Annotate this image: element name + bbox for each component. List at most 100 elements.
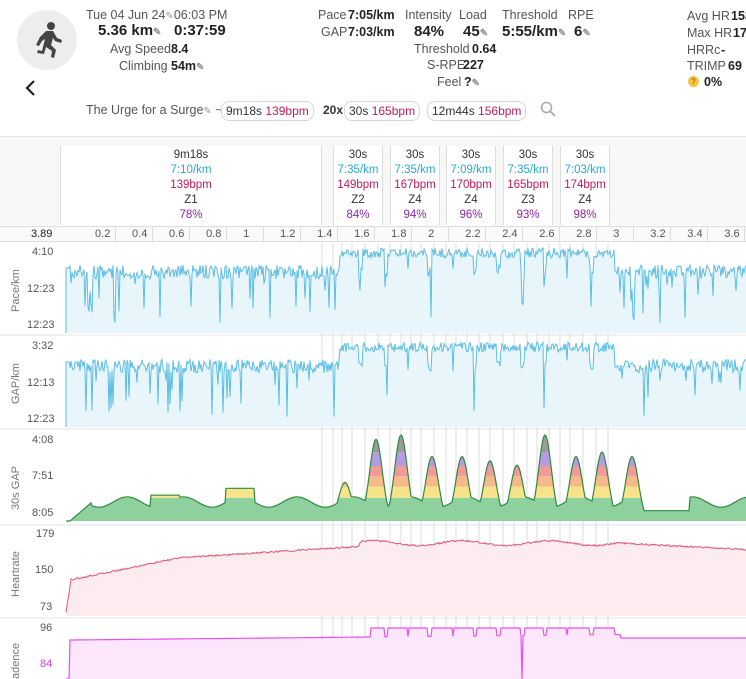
pace-label: Pace [318,8,347,22]
x-tick-label: 0.4 [132,228,148,240]
intensity-value: 84% [414,23,445,40]
interval-card[interactable]: 30s 7:35/km 149bpm Z2 84% [333,146,383,225]
interval-card[interactable]: 30s 7:35/km 167bpm Z4 94% [390,146,440,225]
threshold-value[interactable]: 5:55/km✎ [502,23,566,40]
cad-top-label: 96 [40,622,53,634]
pencil-icon: ✎ [165,11,174,22]
pencil-icon: ✎ [196,62,205,73]
interval-pace: 7:10/km [170,164,212,176]
x-tick-label: 1.6 [354,228,370,240]
x-tick-mark [411,227,413,241]
x-tick-mark [522,227,524,241]
cadence-fill [66,628,746,679]
interval-card[interactable]: 30s 7:09/km 170bpm Z4 96% [446,146,496,225]
interval-zone: Z2 [351,194,365,206]
x-tick-label: 1.4 [317,228,333,240]
x-tick-label: 0.2 [95,228,111,240]
hr-fill [66,539,746,616]
load-value[interactable]: 45✎ [463,23,488,40]
gap-bottom-label: 12:23 [27,413,55,425]
interval-zone: Z4 [578,194,592,206]
threshold2-label: Threshold [414,42,470,56]
interval-time: 30s [348,149,368,161]
search-button[interactable] [540,101,556,122]
interval-pace: 7:35/km [337,164,379,176]
x-tick-label: 2 [428,228,435,240]
back-button[interactable] [22,78,40,98]
climbing-value[interactable]: 54m✎ [171,59,204,73]
workout-chip-warmup[interactable]: 9m18s 139bpm [221,101,314,121]
x-tick-mark [707,227,709,241]
interval-bpm: 167bpm [394,179,436,191]
gap30-mid-label: 7:51 [32,470,54,482]
distance-text: 5.36 km [98,22,154,39]
avg-hr-value: 153 [731,9,746,23]
zero-pct-value: 0% [704,75,723,89]
pace-top-label: 4:10 [32,246,54,258]
feel-label: Feel [437,75,462,89]
x-tick-label: 2.4 [502,228,518,240]
runner-icon [36,22,62,58]
interval-card[interactable]: 9m18s 7:10/km 139bpm Z1 78% [60,146,322,225]
x-tick-label: 3.4 [687,228,703,240]
x-tick-mark [448,227,450,241]
interval-card[interactable]: 30s 7:03/km 174bpm Z4 98% [560,146,610,225]
interval-zone: Z4 [464,194,478,206]
x-tick-mark [596,227,598,241]
srpe-value: 227 [463,58,484,72]
threshold-text: 5:55/km [502,23,558,40]
interval-zone: Z1 [184,194,198,206]
pencil-icon: ✎ [203,106,212,117]
x-tick-label: 0.8 [206,228,222,240]
distance-value[interactable]: 5.36 km✎ [98,22,161,39]
interval-pace: 7:35/km [394,164,436,176]
gap30-bottom-label: 8:05 [32,507,54,519]
workout-chip-interval[interactable]: 30s 165bpm [344,101,421,121]
interval-time: 30s [575,149,595,161]
x-tick-mark [670,227,672,241]
face-icon: ? [688,76,699,87]
interval-pct: 93% [516,209,540,221]
interval-card[interactable]: 30s 7:35/km 165bpm Z3 93% [503,146,553,225]
chip-time: 12m44s [432,104,475,118]
x-tick-mark [115,227,117,241]
gap-trace [65,340,746,427]
x-tick-label: 2.8 [576,228,592,240]
pace-bottom-label: 12:23 [27,319,55,331]
pencil-icon: ✎ [471,78,481,89]
section-divider [0,136,746,137]
activity-date[interactable]: Tue 04 Jun 24✎06:03 PM [86,8,227,22]
hrrc-value: - [721,43,726,57]
interval-bpm: 165bpm [507,179,549,191]
gap30-trace [66,434,746,522]
gap30-top-label: 4:08 [32,434,54,446]
interval-pct: 98% [573,209,597,221]
climbing-text: 54m [171,59,197,73]
interval-bpm: 139bpm [170,179,212,191]
threshold-label: Threshold [502,8,558,22]
hr-bottom-label: 73 [40,601,53,613]
interval-time: 30s [518,149,538,161]
time-text: 06:03 PM [173,8,228,22]
rpe-value[interactable]: 6✎ [574,23,591,40]
interval-pct: 84% [346,209,370,221]
workout-chip-cooldown[interactable]: 12m44s 156bpm [427,101,527,121]
gap-label: GAP [321,25,348,39]
feel-value[interactable]: ?✎ [464,75,480,89]
date-text: Tue 04 Jun 24 [86,8,166,22]
duration-value: 0:37:59 [174,22,226,39]
chip-bpm: 165bpm [371,104,416,118]
workout-name-text: The Urge for a Surge [86,103,204,117]
workout-name[interactable]: The Urge for a Surge✎ ~ [86,103,223,117]
interval-pct: 96% [459,209,483,221]
feel-text: ? [464,75,472,89]
x-tick-mark [485,227,487,241]
pace-value: 7:05/km [348,8,395,22]
x-tick-label: 1 [243,228,250,240]
max-hr-value: 17 [733,26,746,40]
cadence-trace [66,627,746,679]
x-tick-mark [263,227,265,241]
pencil-icon: ✎ [582,28,591,39]
